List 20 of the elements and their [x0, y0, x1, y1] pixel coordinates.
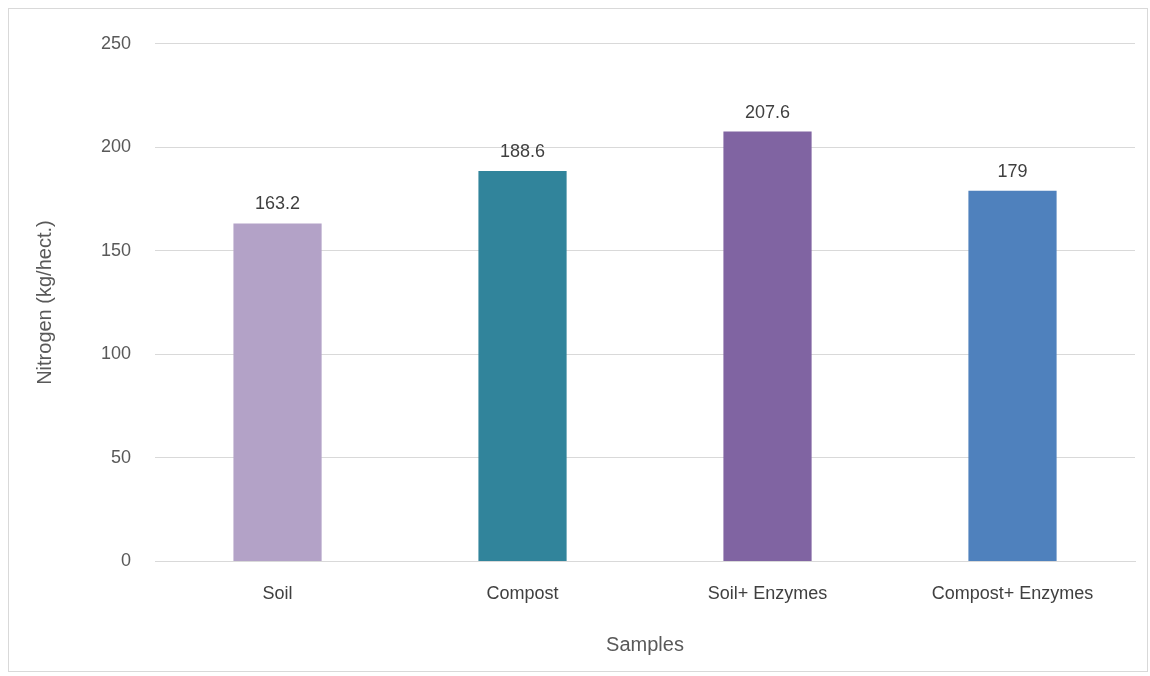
y-axis-title: Nitrogen (kg/hect.) [32, 220, 55, 385]
data-label: 188.6 [500, 140, 546, 161]
data-label: 163.2 [255, 193, 301, 214]
data-label: 179 [997, 160, 1028, 181]
y-tick-label: 200 [100, 136, 132, 157]
y-tick-label: 50 [111, 446, 132, 467]
y-tick-label: 150 [100, 239, 132, 260]
bar [478, 170, 567, 561]
x-tick-label: Compost [486, 583, 559, 604]
data-label: 207.6 [744, 101, 791, 122]
y-tick-label: 0 [121, 550, 132, 571]
bar [233, 223, 322, 561]
bar [723, 131, 812, 561]
x-tick-label: Soil+ Enzymes [707, 583, 828, 604]
x-axis-title: Samples [606, 632, 684, 655]
bar [968, 190, 1057, 561]
x-tick-label: Soil [262, 583, 293, 604]
x-tick-label: Compost+ Enzymes [931, 583, 1094, 604]
y-tick-label: 250 [100, 32, 132, 53]
y-tick-label: 100 [100, 343, 132, 364]
